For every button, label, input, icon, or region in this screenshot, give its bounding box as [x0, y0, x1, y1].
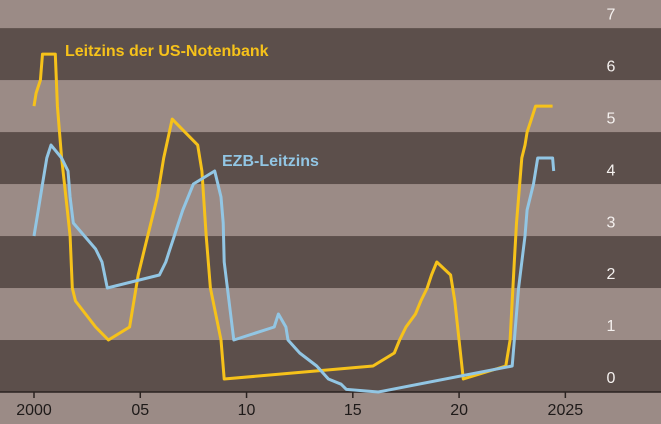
x-tick-label: 05 — [131, 402, 149, 419]
x-tick-label: 2025 — [548, 402, 584, 419]
series-label: Leitzins der US-Notenbank — [65, 43, 269, 60]
band — [0, 288, 661, 341]
y-tick-label: 2 — [607, 266, 616, 283]
series-line — [32, 52, 553, 381]
x-tick-label: 10 — [238, 402, 256, 419]
band — [0, 236, 661, 289]
band — [0, 132, 661, 185]
y-tick-label: 5 — [607, 110, 616, 127]
band — [0, 28, 661, 81]
y-tick-label: 4 — [607, 162, 616, 179]
y-tick-label: 1 — [607, 318, 616, 335]
series-line — [32, 143, 556, 394]
band — [0, 80, 661, 133]
band — [0, 0, 661, 29]
band — [0, 184, 661, 237]
x-tick-label: 15 — [344, 402, 362, 419]
y-tick-label: 0 — [607, 370, 616, 387]
series-label: EZB-Leitzins — [222, 153, 319, 170]
x-tick-label: 2000 — [16, 402, 52, 419]
y-tick-label: 7 — [607, 6, 616, 23]
band — [0, 340, 661, 392]
x-tick-label: 20 — [450, 402, 468, 419]
y-tick-label: 3 — [607, 214, 616, 231]
y-tick-label: 6 — [607, 58, 616, 75]
